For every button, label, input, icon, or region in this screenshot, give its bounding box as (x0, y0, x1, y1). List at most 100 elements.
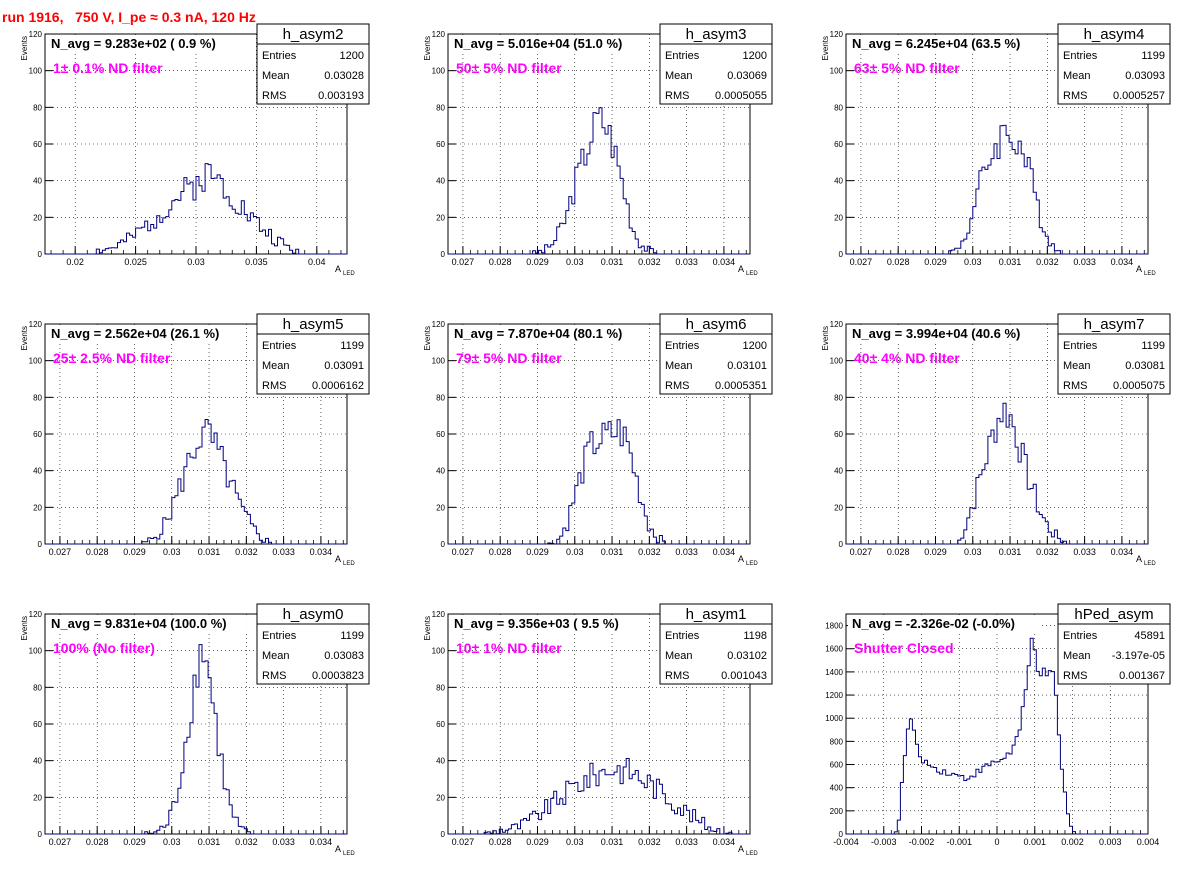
x-tick-label: 0.031 (999, 547, 1022, 557)
stats-box (1057, 623, 1171, 685)
x-axis-label: A (1136, 554, 1142, 564)
stats-key: RMS (665, 670, 689, 682)
y-axis-label: Events (423, 616, 432, 640)
y-tick-label: 80 (33, 103, 42, 112)
y-tick-label: 0 (441, 250, 446, 259)
histogram-panel-h_asym1: 0.027 0.028 0.029 0.03 0.031 0.032 0.033 0.034 0… (423, 603, 773, 857)
x-tick-label: -0.004 (833, 837, 859, 847)
x-tick-label: 0.029 (526, 837, 549, 847)
x-tick-label: 0.04 (308, 257, 326, 267)
navg-background (47, 325, 240, 341)
stats-value: 0.0003823 (312, 670, 364, 682)
x-axis-label: A (335, 264, 341, 274)
stats-value: 0.03101 (727, 360, 767, 372)
histogram-panel-h_asym4: 0.027 0.028 0.029 0.03 0.031 0.032 0.033 0.034 0… (821, 23, 1171, 277)
y-tick-label: 80 (436, 393, 445, 402)
x-tick-label: 0.027 (452, 547, 475, 557)
stats-value: 0.03102 (727, 650, 767, 662)
y-tick-label: 60 (834, 140, 843, 149)
y-tick-label: 100 (29, 357, 43, 366)
x-tick-label: 0.035 (245, 257, 268, 267)
stats-key: RMS (262, 670, 286, 682)
x-tick-label: 0.033 (675, 547, 698, 557)
x-tick-label: 0.029 (123, 547, 146, 557)
x-axis-label-subscript: LED (746, 271, 758, 277)
stats-key: Entries (665, 630, 700, 642)
histogram-panel-h_asym3: 0.027 0.028 0.029 0.03 0.031 0.032 0.033 0.034 0… (423, 23, 773, 277)
y-axis-label: Events (821, 326, 830, 350)
y-tick-label: 60 (436, 430, 445, 439)
histogram-title: h_asym6 (686, 316, 747, 333)
y-tick-label: 0 (38, 250, 43, 259)
x-tick-label: 0.031 (601, 547, 624, 557)
y-tick-label: 100 (432, 67, 446, 76)
filter-annotation: 1± 0.1% ND filter (53, 60, 163, 76)
x-tick-label: -0.002 (909, 837, 935, 847)
x-tick-label: 0.03 (964, 547, 982, 557)
histogram-panel-h_asym7: 0.027 0.028 0.029 0.03 0.031 0.032 0.033 0.034 0… (821, 313, 1171, 567)
stats-box (256, 43, 370, 105)
stats-key: Entries (1063, 50, 1098, 62)
histogram-series (448, 419, 750, 545)
y-tick-label: 120 (432, 610, 446, 619)
x-tick-label: 0.029 (526, 547, 549, 557)
y-tick-label: 40 (436, 177, 445, 186)
navg-label: N_avg = 7.870e+04 (80.1 %) (454, 326, 622, 341)
stats-key: RMS (262, 90, 286, 102)
x-axis-label: A (335, 554, 341, 564)
y-tick-label: 80 (834, 393, 843, 402)
stats-box (659, 333, 773, 395)
stats-value: 45891 (1134, 630, 1165, 642)
x-tick-label: 0.004 (1137, 837, 1160, 847)
y-tick-label: 60 (33, 720, 42, 729)
x-tick-label: 0.025 (124, 257, 147, 267)
y-tick-label: 100 (830, 67, 844, 76)
y-tick-label: 20 (436, 213, 445, 222)
x-tick-label: 0.034 (310, 837, 333, 847)
navg-label: N_avg = 3.994e+04 (40.6 %) (852, 326, 1020, 341)
y-tick-label: 20 (834, 503, 843, 512)
navg-background (450, 35, 643, 51)
stats-value: -3.197e-05 (1112, 650, 1165, 662)
stats-box (256, 623, 370, 685)
x-tick-label: 0.032 (1036, 547, 1059, 557)
x-tick-label: 0.029 (123, 837, 146, 847)
stats-box (659, 623, 773, 685)
y-axis-label: Events (20, 36, 29, 60)
y-tick-label: 200 (830, 807, 844, 816)
y-tick-label: 1200 (825, 691, 843, 700)
stats-value: 0.001367 (1119, 670, 1165, 682)
stats-key: Mean (262, 360, 290, 372)
x-tick-label: 0.03 (566, 257, 584, 267)
page-title: run 1916, 750 V, I_pe ≈ 0.3 nA, 120 Hz (2, 9, 256, 25)
y-tick-label: 1800 (825, 622, 843, 631)
stats-key: Mean (665, 70, 693, 82)
filter-annotation: 25± 2.5% ND filter (53, 350, 171, 366)
y-axis-label: Events (20, 616, 29, 640)
navg-label: N_avg = 9.356e+03 ( 9.5 %) (454, 616, 619, 631)
histogram-series (448, 758, 750, 835)
x-tick-label: 0.03 (964, 257, 982, 267)
x-tick-label: 0.028 (86, 547, 109, 557)
x-tick-label: 0.03 (163, 837, 181, 847)
stats-box (256, 333, 370, 395)
histogram-title: h_asym2 (283, 26, 344, 43)
x-tick-label: 0.027 (850, 547, 873, 557)
filter-annotation: 10± 1% ND filter (456, 640, 562, 656)
x-tick-label: 0.002 (1061, 837, 1084, 847)
y-tick-label: 120 (830, 320, 844, 329)
y-tick-label: 40 (436, 757, 445, 766)
histogram-title: h_asym7 (1084, 316, 1145, 333)
stats-key: Entries (665, 340, 700, 352)
navg-label: N_avg = 9.283e+02 ( 0.9 %) (51, 36, 216, 51)
filter-annotation: 79± 5% ND filter (456, 350, 562, 366)
x-tick-label: 0.032 (638, 257, 661, 267)
y-tick-label: 120 (830, 30, 844, 39)
stats-key: RMS (665, 380, 689, 392)
stats-key: Entries (262, 50, 297, 62)
stats-value: 0.0005351 (715, 380, 767, 392)
y-tick-label: 0 (441, 540, 446, 549)
y-tick-label: 1600 (825, 645, 843, 654)
x-tick-label: 0.033 (272, 837, 295, 847)
y-tick-label: 40 (436, 467, 445, 476)
